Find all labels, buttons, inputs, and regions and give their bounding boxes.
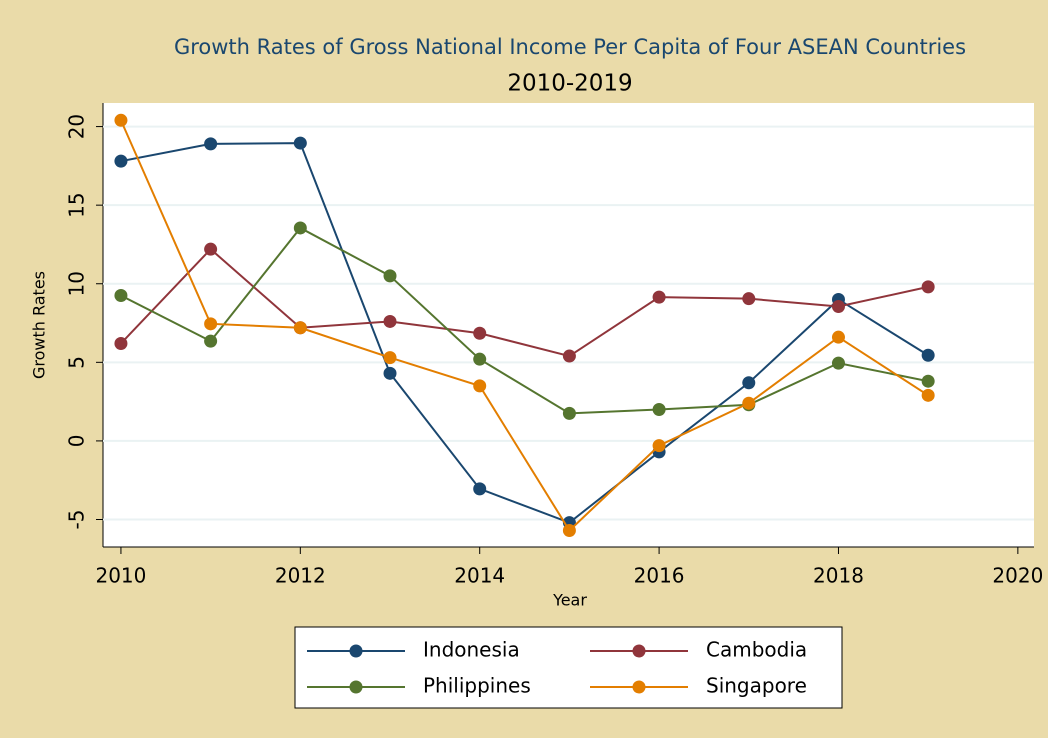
chart-title: Growth Rates of Gross National Income Pe… [174,35,966,59]
series-line [120,142,929,524]
data-point [383,366,397,380]
series-line [120,119,929,533]
chart-subtitle: 2010-2019 [507,71,632,97]
legend-marker [632,680,646,694]
data-point [562,349,576,363]
data-point [831,330,845,344]
legend-label: Indonesia [423,638,520,662]
data-point [652,439,666,453]
y-tick-label: 15 [65,192,89,217]
y-tick-label: 10 [65,271,89,296]
legend-label: Philippines [423,674,531,698]
data-point [204,317,218,331]
x-tick-label: 2014 [454,564,505,588]
x-tick-label: 2018 [813,564,864,588]
data-point [204,137,218,151]
data-point [383,269,397,283]
y-tick-label: 5 [65,356,89,369]
data-point [473,379,487,393]
data-point [742,396,756,410]
series-line [120,247,929,358]
data-point [652,290,666,304]
y-tick-label: 0 [65,435,89,448]
data-point [114,336,128,350]
data-point [114,154,128,168]
data-point [742,376,756,390]
data-point [114,289,128,303]
data-point [473,482,487,496]
data-point [473,352,487,366]
series-line [120,226,929,415]
legend-label: Cambodia [706,638,807,662]
data-point [921,348,935,362]
data-point [742,292,756,306]
x-tick-label: 2020 [992,564,1043,588]
data-point [562,523,576,537]
data-point [473,326,487,340]
y-tick-label: 20 [65,114,89,139]
legend [294,626,843,709]
data-point [293,136,307,150]
legend-marker [349,680,363,694]
data-point [921,388,935,402]
data-point [293,321,307,335]
data-point [921,374,935,388]
legend-marker [349,644,363,658]
legend-label: Singapore [706,674,807,698]
data-point [562,406,576,420]
data-point [293,221,307,235]
x-axis-label: Year [552,591,587,610]
data-point [204,334,218,348]
x-tick-label: 2016 [634,564,685,588]
x-tick-label: 2012 [275,564,326,588]
y-tick-label: -5 [65,510,89,530]
data-point [383,351,397,365]
data-point [921,280,935,294]
data-point [114,113,128,127]
data-point [831,300,845,314]
y-axis-label: Growth Rates [30,271,49,379]
data-point [204,242,218,256]
data-point [652,402,666,416]
data-point [383,314,397,328]
legend-marker [632,644,646,658]
x-tick-label: 2010 [95,564,146,588]
data-point [831,356,845,370]
